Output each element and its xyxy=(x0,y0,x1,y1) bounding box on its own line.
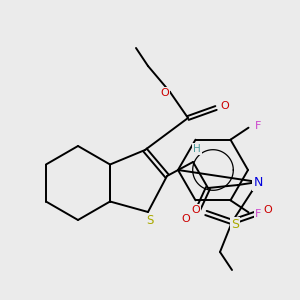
Text: S: S xyxy=(146,214,154,227)
Text: O: O xyxy=(220,101,230,111)
Text: O: O xyxy=(264,205,272,215)
Text: F: F xyxy=(255,121,262,131)
Text: O: O xyxy=(160,88,169,98)
Text: S: S xyxy=(231,218,239,230)
Text: O: O xyxy=(182,214,190,224)
Text: N: N xyxy=(253,176,263,190)
Text: F: F xyxy=(255,209,262,219)
Text: O: O xyxy=(192,205,200,215)
Text: H: H xyxy=(193,144,201,154)
